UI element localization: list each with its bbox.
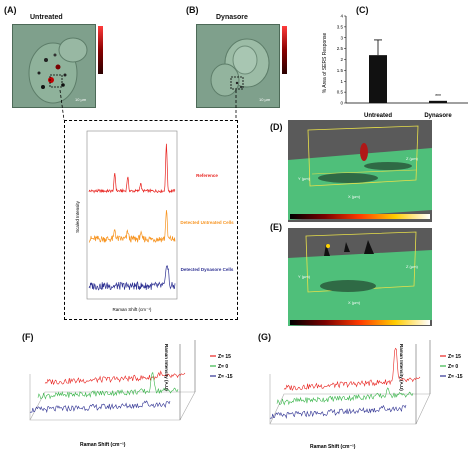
waterfall-plot-g: Raman Shift (cm⁻¹) Raman Intensity (A.U)… <box>269 340 463 450</box>
y-tick-label: 2 <box>340 57 343 62</box>
micrograph-dynasore: 10 µm <box>196 24 280 108</box>
waterfall-g-zneg15 <box>269 404 407 419</box>
y-tick-label: 1.5 <box>337 68 344 73</box>
spectrum-dynasore <box>88 265 176 291</box>
waterfall-f-z15 <box>44 370 186 386</box>
micrograph-untreated: 10 µm <box>12 24 96 108</box>
axis-label-e-c: Z (µm) <box>406 264 419 269</box>
y-tick-label: 2.5 <box>337 46 344 51</box>
legend-f-item-1: Z= 0 <box>218 364 228 370</box>
panel-a-title: Untreated <box>30 14 63 21</box>
y-tick-label: 0 <box>340 101 343 106</box>
panel-f-xlabel: Raman Shift (cm⁻¹) <box>80 442 126 448</box>
bar-chart-ylabel: % Area of SERS Response <box>322 32 328 93</box>
3d-render-d: Y (µm) X (µm) Z (µm) <box>288 120 432 222</box>
panel-g-xlabel: Raman Shift (cm⁻¹) <box>310 444 356 450</box>
3d-cell-render-d: Y (µm) X (µm) Z (µm) <box>288 125 432 220</box>
untreated-cell-image <box>28 37 88 104</box>
spectrum-label-untreated: Detected Untreated Cells <box>180 220 234 225</box>
waterfall-g-z15 <box>283 347 421 392</box>
y-tick-label: 3 <box>340 35 343 40</box>
spectrum-label-dynasore: Detected Dynasore Cells <box>181 267 234 272</box>
waterfall-f-z0 <box>37 371 179 400</box>
waterfall-g-z0 <box>276 387 414 406</box>
scale-bar-b: 10 µm <box>259 97 271 102</box>
legend-g-item-1: Z= 0 <box>448 364 458 370</box>
category-dynasore: Dynasore <box>424 113 452 119</box>
panel-e-label: (E) <box>270 222 282 232</box>
legend-g-item-2: Z= -15 <box>448 374 463 380</box>
scale-bar-a: 10 µm <box>75 97 87 102</box>
waterfall-f-zneg15 <box>29 400 171 414</box>
spectrum-untreated <box>88 210 176 243</box>
panel-f-label: (F) <box>22 332 34 342</box>
3d-render-e: Y (µm) X (µm) Z (µm) <box>288 228 432 326</box>
waterfall-plot-f: Raman Shift (cm⁻¹) Raman Intensity (A.U)… <box>29 340 233 448</box>
legend-f: Z= 15 Z= 0 Z= -15 <box>210 354 233 380</box>
panel-d-label: (D) <box>270 122 283 132</box>
category-untreated: Untreated <box>364 113 392 119</box>
y-tick-label: 0.5 <box>337 90 344 95</box>
axis-label-d-c: Z (µm) <box>406 156 419 161</box>
axis-label-e-b: X (µm) <box>348 300 361 305</box>
legend-f-item-2: Z= -15 <box>218 374 233 380</box>
axis-label-d-a: Y (µm) <box>298 176 311 181</box>
colorbar-a <box>98 26 103 74</box>
colorbar-b <box>282 26 287 74</box>
colorbar-d <box>290 214 430 219</box>
axis-label-d-b: X (µm) <box>348 194 361 199</box>
bar-dynasore <box>429 100 447 103</box>
spectra-inset-box: Scaled Intensity Raman Shift (cm⁻¹) Refe… <box>64 120 238 320</box>
legend-g: Z= 15 Z= 0 Z= -15 <box>440 354 463 380</box>
bar-untreated <box>369 55 387 103</box>
spectra-ylabel: Scaled Intensity <box>75 200 80 233</box>
dynasore-cell-image <box>210 38 270 97</box>
panel-a-label: (A) <box>4 5 17 15</box>
bar-chart: % Area of SERS Response 0 0.5 1 1.5 2 2.5 3 3.5… <box>322 14 468 119</box>
legend-f-item-0: Z= 15 <box>218 354 231 360</box>
significance-stars: *** <box>435 94 441 100</box>
colorbar-e <box>290 320 430 325</box>
raman-spectra-plot: Scaled Intensity Raman Shift (cm⁻¹) Refe… <box>75 130 234 312</box>
spectra-xlabel: Raman Shift (cm⁻¹) <box>113 307 152 312</box>
y-tick-label: 3.5 <box>337 24 344 29</box>
panel-f-ylabel: Raman Intensity (A.U) <box>164 344 169 391</box>
panel-b-label: (B) <box>186 5 199 15</box>
3d-cell-render-e: Y (µm) X (µm) Z (µm) <box>288 231 432 326</box>
panel-b-title: Dynasore <box>216 14 248 21</box>
spectrum-label-reference: Reference <box>196 173 218 178</box>
spectrum-reference <box>88 143 176 194</box>
y-tick-label: 4 <box>340 14 343 19</box>
legend-g-item-0: Z= 15 <box>448 354 461 360</box>
y-tick-label: 1 <box>340 79 343 84</box>
axis-label-e-a: Y (µm) <box>298 274 311 279</box>
panel-c-label: (C) <box>356 5 369 15</box>
panel-g-ylabel: Raman Intensity (A.U) <box>399 344 404 391</box>
panel-g-label: (G) <box>258 332 271 342</box>
